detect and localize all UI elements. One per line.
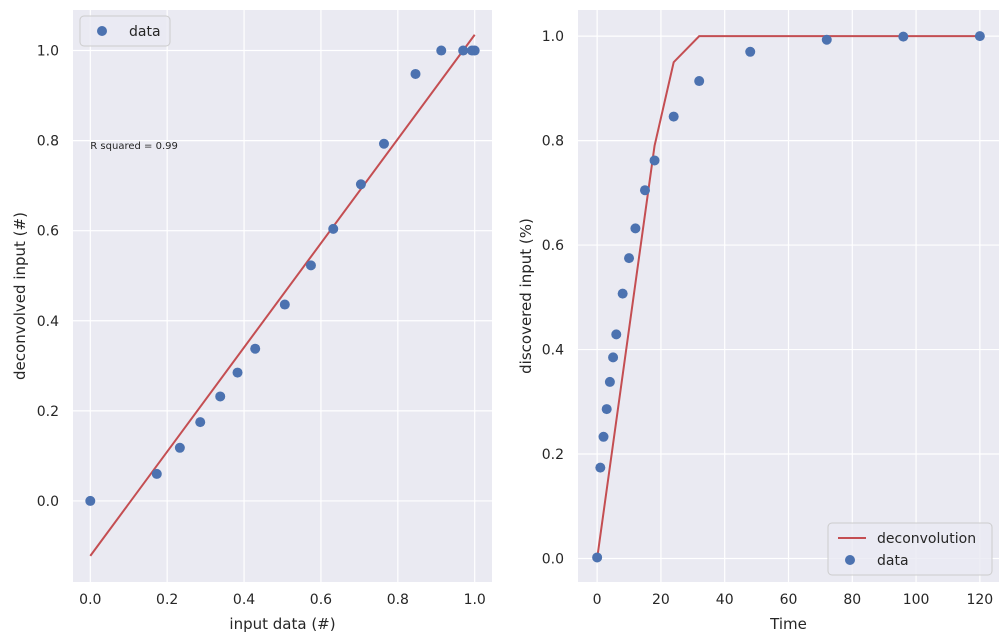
r-squared-annotation: R squared = 0.99	[90, 141, 178, 152]
x-tick-label: 100	[903, 592, 930, 608]
y-tick-label: 0.6	[37, 224, 59, 240]
legend-box	[79, 15, 171, 47]
y-axis-label: deconvolved input (#)	[11, 212, 29, 380]
data-point	[611, 329, 622, 340]
y-tick-label: 0.6	[542, 238, 564, 254]
data-point	[174, 442, 185, 453]
data-point	[232, 367, 243, 378]
data-point	[592, 552, 603, 563]
data-point	[821, 34, 832, 45]
data-point	[608, 352, 619, 363]
y-tick-label: 0.0	[37, 494, 59, 510]
data-point	[305, 260, 316, 271]
x-tick-label: 0.6	[310, 592, 332, 608]
data-point	[458, 45, 469, 56]
data-point	[595, 462, 606, 473]
y-tick-label: 0.8	[542, 134, 564, 150]
legend-point-marker	[845, 555, 855, 565]
data-point	[694, 76, 705, 87]
data-point	[649, 155, 660, 166]
y-tick-label: 1.0	[542, 29, 564, 45]
x-tick-label: 120	[966, 592, 993, 608]
x-axis-label: input data (#)	[229, 615, 335, 633]
x-tick-label: 0	[593, 592, 602, 608]
legend: data	[79, 15, 171, 47]
x-axis-label: Time	[769, 615, 807, 633]
x-tick-label: 0.2	[156, 592, 178, 608]
y-tick-label: 0.2	[37, 404, 59, 420]
legend: deconvolution data	[827, 522, 993, 576]
x-tick-label: 1.0	[464, 592, 486, 608]
left-panel-fit-plot: 0.0 0.2 0.4 0.6 0.8 1.0 0.0 0.2 0.4 0.6 0.8 1.0 inpu…	[11, 10, 492, 633]
data-point	[624, 253, 635, 264]
data-point	[601, 404, 612, 415]
x-tick-label: 40	[716, 592, 734, 608]
y-tick-label: 0.0	[542, 551, 564, 567]
data-point	[598, 431, 609, 442]
data-point	[410, 68, 421, 79]
data-point	[355, 179, 366, 190]
data-point	[215, 391, 226, 402]
legend-point-marker	[97, 26, 107, 36]
y-tick-label: 0.4	[37, 314, 59, 330]
data-point	[469, 45, 480, 56]
right-panel-time-plot: 0 20 40 60 80 100 120 0.0 0.2 0.4 0.6 0.8 1.0 Time dis…	[517, 10, 999, 633]
data-point	[630, 223, 641, 234]
series-line-fit	[89, 34, 476, 557]
legend-label: deconvolution	[877, 531, 976, 547]
x-tick-label: 0.8	[387, 592, 409, 608]
x-tick-label: 60	[780, 592, 798, 608]
x-tick-label: 0.0	[79, 592, 101, 608]
data-point	[668, 111, 679, 122]
y-tick-label: 1.0	[37, 44, 59, 60]
data-point	[328, 223, 339, 234]
data-point	[250, 343, 261, 354]
data-point	[279, 299, 290, 310]
legend-box	[827, 522, 993, 576]
data-point	[974, 31, 985, 42]
y-tick-label: 0.8	[37, 134, 59, 150]
y-tick-label: 0.4	[542, 343, 564, 359]
data-point	[639, 185, 650, 196]
y-axis-label: discovered input (%)	[517, 218, 535, 374]
data-point	[378, 138, 389, 149]
data-point	[745, 46, 756, 57]
data-point	[151, 468, 162, 479]
data-point	[617, 288, 628, 299]
x-tick-label: 0.4	[233, 592, 255, 608]
legend-label: data	[877, 553, 909, 569]
data-point	[604, 376, 615, 387]
x-tick-label: 80	[843, 592, 861, 608]
data-point	[898, 31, 909, 42]
y-tick-label: 0.2	[542, 447, 564, 463]
data-point	[436, 45, 447, 56]
series-line-deconvolution	[596, 35, 980, 559]
data-point	[195, 417, 206, 428]
data-point	[85, 495, 96, 506]
x-tick-label: 20	[652, 592, 670, 608]
legend-label: data	[129, 24, 161, 40]
